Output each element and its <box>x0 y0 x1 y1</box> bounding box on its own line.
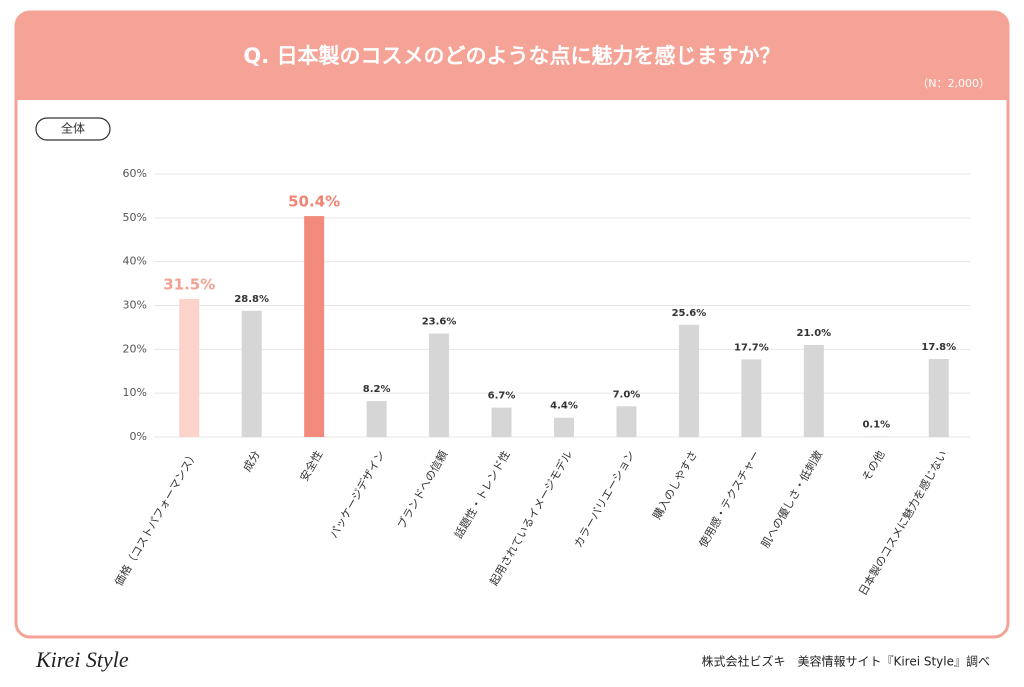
bar <box>929 359 949 437</box>
bar <box>679 325 699 437</box>
bar <box>741 359 761 437</box>
value-label: 28.8% <box>234 294 269 305</box>
y-tick-label: 10% <box>123 386 147 399</box>
value-label: 7.0% <box>613 389 641 400</box>
chart-title: Q. 日本製のコスメのどのような点に魅力を感じますか？ <box>243 44 780 68</box>
y-tick-label: 50% <box>123 211 147 224</box>
y-tick-label: 40% <box>123 255 147 268</box>
value-label: 50.4% <box>288 193 340 211</box>
value-label: 25.6% <box>672 308 707 319</box>
value-label: 6.7% <box>488 391 516 402</box>
value-label: 21.0% <box>796 328 831 339</box>
bar <box>554 418 574 437</box>
bar <box>429 334 449 437</box>
y-tick-label: 30% <box>123 299 147 312</box>
bar <box>304 216 324 437</box>
bar <box>616 406 636 437</box>
value-label: 23.6% <box>422 317 457 328</box>
sample-size: （N：2,000） <box>917 77 990 90</box>
y-tick-label: 20% <box>123 342 147 355</box>
bar <box>179 299 199 437</box>
value-label: 17.8% <box>921 342 956 353</box>
value-label: 31.5% <box>163 275 215 293</box>
value-label: 17.7% <box>734 342 769 353</box>
y-tick-label: 60% <box>123 167 147 180</box>
y-tick-label: 0% <box>130 430 147 443</box>
value-label: 8.2% <box>363 384 391 395</box>
bar <box>492 408 512 437</box>
brand: Kirei Style <box>35 647 129 672</box>
credit: 株式会社ビズキ 美容情報サイト『Kirei Style』調べ <box>701 654 990 669</box>
value-label: 4.4% <box>550 401 578 412</box>
bar <box>242 311 262 437</box>
tab-label: 全体 <box>61 121 85 136</box>
bar <box>367 401 387 437</box>
bar <box>804 345 824 437</box>
value-label: 0.1% <box>862 420 890 431</box>
